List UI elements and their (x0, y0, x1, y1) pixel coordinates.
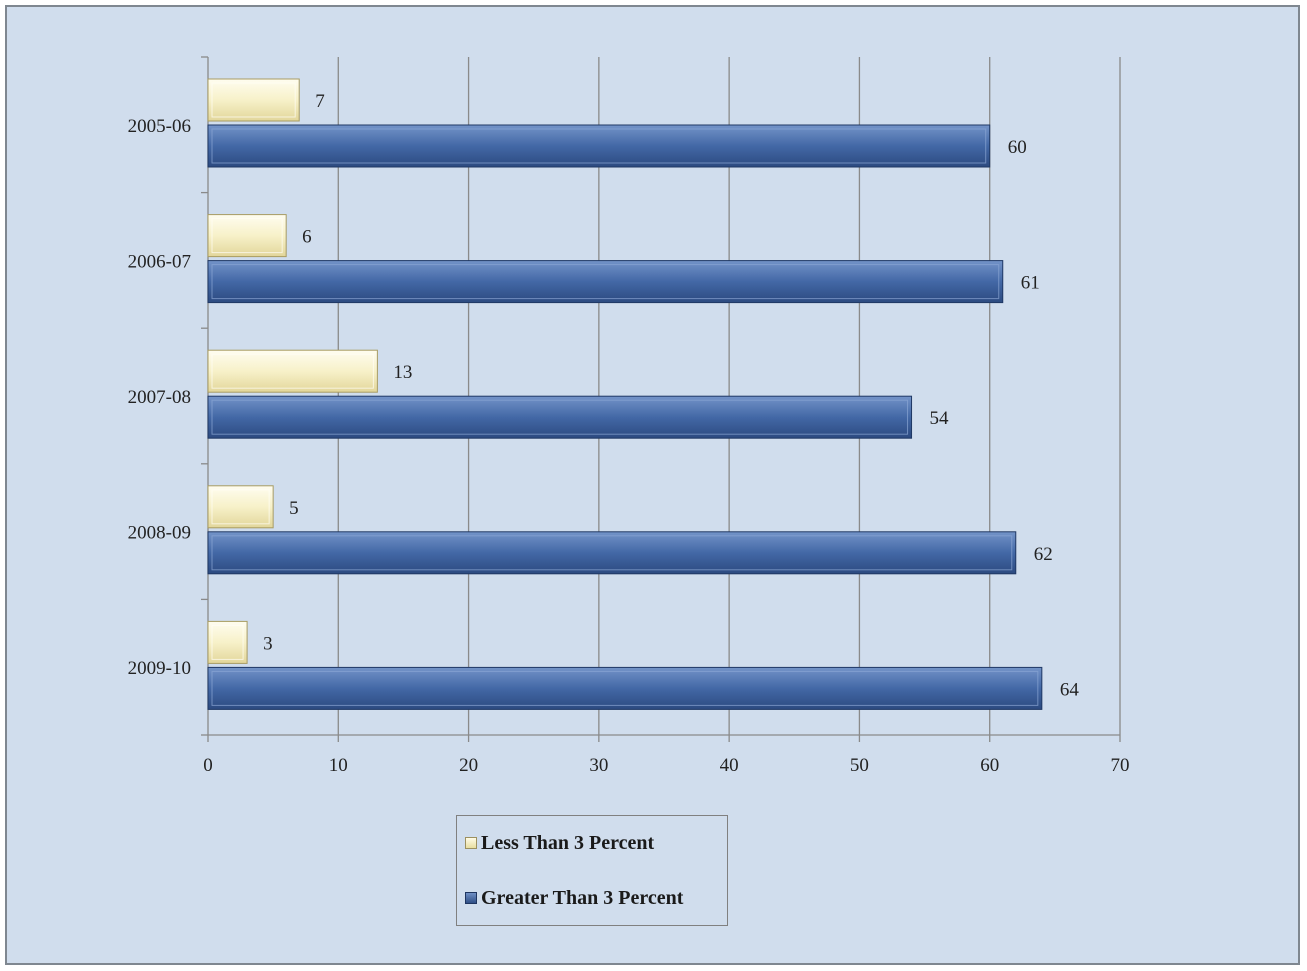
bar (207, 260, 1004, 304)
data-label: 13 (393, 362, 412, 383)
bar-bevel (211, 535, 1013, 571)
data-label: 3 (263, 633, 273, 654)
legend-item-less-than-3-percent: Less Than 3 Percent (465, 831, 654, 855)
legend-label-greater: Greater Than 3 Percent (481, 886, 684, 909)
data-label: 64 (1060, 679, 1080, 700)
data-label: 5 (289, 498, 299, 519)
legend-swatch-greater (465, 892, 477, 904)
y-tick-label: 2005-06 (128, 116, 191, 137)
y-tick-label: 2008-09 (128, 523, 191, 544)
x-tick-label: 70 (1111, 755, 1130, 776)
legend-item-greater-than-3-percent: Greater Than 3 Percent (465, 886, 683, 910)
bar (207, 620, 248, 664)
bar (207, 124, 991, 168)
x-tick-label: 0 (203, 755, 213, 776)
bar-bevel (211, 353, 374, 389)
bar-bevel (211, 264, 1000, 300)
bar (207, 531, 1017, 575)
bar (207, 349, 378, 393)
bar (207, 78, 300, 122)
data-label: 62 (1034, 544, 1053, 565)
bar-bevel (211, 82, 296, 118)
data-label: 6 (302, 227, 312, 248)
legend: Less Than 3 Percent Greater Than 3 Perce… (456, 815, 728, 926)
bar-bevel (211, 399, 909, 435)
legend-label-less: Less Than 3 Percent (481, 831, 655, 854)
x-tick-label: 10 (329, 755, 348, 776)
bar (207, 485, 274, 529)
bar (207, 214, 287, 258)
data-label: 60 (1008, 137, 1027, 158)
bar-bevel (211, 218, 283, 254)
x-tick-label: 20 (459, 755, 478, 776)
x-tick-label: 60 (980, 755, 999, 776)
data-label: 54 (930, 408, 950, 429)
bar-bevel (211, 489, 270, 525)
x-tick-label: 50 (850, 755, 869, 776)
y-tick-label: 2006-07 (128, 251, 191, 272)
bar (207, 395, 913, 439)
bar-bevel (211, 128, 987, 164)
y-tick-label: 2007-08 (128, 387, 191, 408)
bar-bevel (211, 670, 1039, 706)
x-tick-label: 40 (720, 755, 739, 776)
bar (207, 666, 1043, 710)
bar-bevel (211, 624, 244, 660)
data-label: 61 (1021, 273, 1040, 294)
x-tick-label: 30 (589, 755, 608, 776)
y-tick-label: 2009-10 (128, 658, 191, 679)
data-label: 7 (315, 91, 325, 112)
legend-swatch-less (465, 837, 477, 849)
